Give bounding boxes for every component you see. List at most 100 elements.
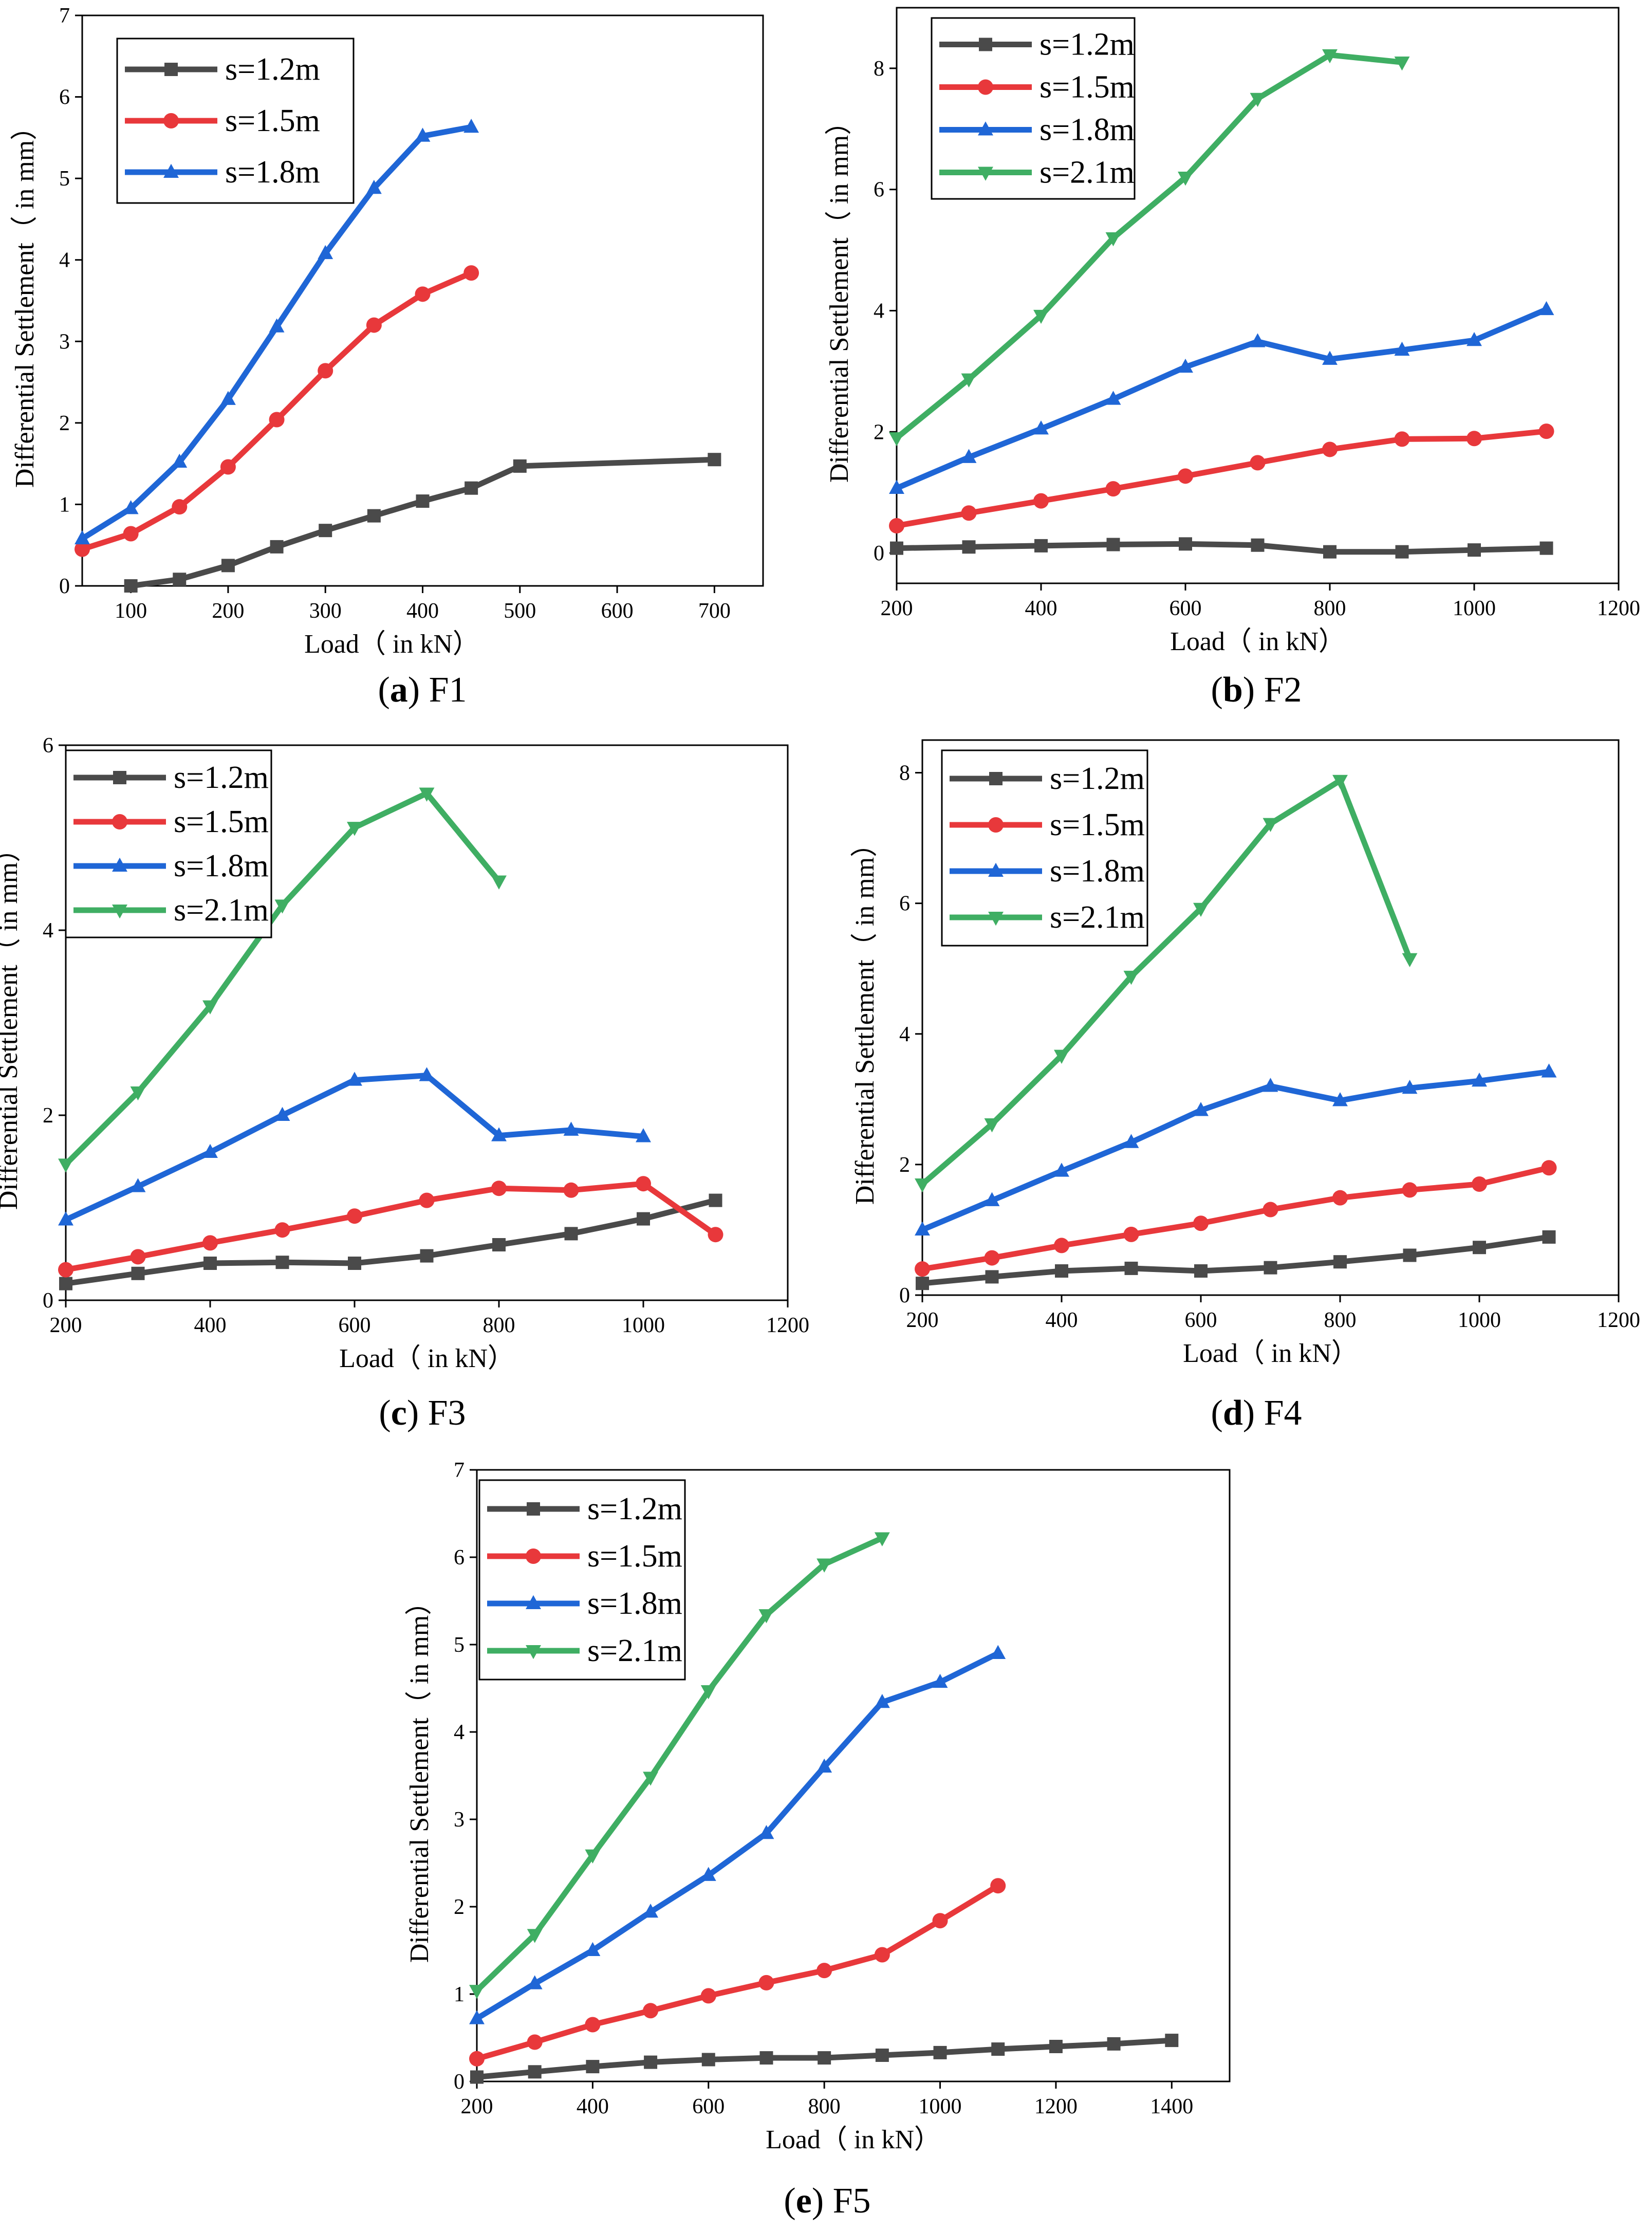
- legend-marker: [978, 121, 993, 136]
- data-point: [1123, 1134, 1139, 1148]
- legend-label: s=1.5m: [1050, 807, 1145, 842]
- data-point: [636, 1128, 651, 1142]
- data-point: [130, 1249, 146, 1265]
- data-point: [1033, 420, 1049, 435]
- series-line: [474, 1650, 1001, 2022]
- data-point: [563, 1182, 579, 1198]
- caption-letter: c: [391, 1393, 407, 1433]
- data-point: [347, 822, 362, 836]
- y-tick-label: 6: [59, 86, 70, 109]
- data-point: [1473, 1241, 1486, 1255]
- x-tick-label: 800: [1314, 597, 1346, 620]
- y-tick-label: 2: [454, 1895, 465, 1919]
- data-point: [527, 1929, 543, 1943]
- data-point: [1263, 1202, 1278, 1218]
- legend-label: s=1.2m: [1050, 761, 1145, 796]
- series-line: [474, 1535, 885, 1994]
- y-axis-label: Differential Settlement（ in mm）: [10, 114, 40, 488]
- series-s21: [469, 1532, 890, 1999]
- x-tick-label: 800: [483, 1314, 515, 1337]
- series-s12: [890, 537, 1553, 559]
- data-point: [700, 1988, 716, 2004]
- data-point: [75, 541, 90, 557]
- data-point: [636, 1176, 651, 1192]
- data-point: [463, 118, 479, 133]
- legend-label: s=1.8m: [1050, 854, 1145, 889]
- y-tick-label: 5: [59, 167, 70, 191]
- data-point: [1105, 481, 1121, 497]
- series-line: [894, 52, 1405, 441]
- panel-a-chart: 100 200 300 400 500 600 700 0 1 2 3 4 5 6 7 Load（ in kN…: [10, 4, 764, 710]
- panel-b-chart: 200 400 600 800 1000 1200 0 2 4 6 8 Load（ in kN） Dif…: [825, 7, 1640, 710]
- data-point: [709, 1193, 722, 1207]
- legend-box: [941, 749, 1148, 947]
- data-point: [1332, 775, 1348, 789]
- y-axis-label: Differential Settlement（ in mm）: [825, 108, 854, 483]
- y-axis-label: Differential Settlement（ in mm）: [405, 1589, 434, 1963]
- series-s12: [124, 453, 721, 593]
- data-point: [1402, 1079, 1418, 1094]
- data-point: [990, 1645, 1006, 1660]
- data-point: [1539, 541, 1553, 555]
- y-tick-label: 6: [454, 1546, 465, 1570]
- data-point: [875, 2049, 889, 2062]
- x-tick-label: 200: [906, 1308, 939, 1332]
- legend-label: s=1.5m: [1040, 70, 1135, 105]
- data-point: [220, 459, 236, 475]
- data-point: [643, 2003, 659, 2019]
- data-point: [420, 1249, 434, 1263]
- data-point: [58, 1262, 73, 1278]
- legend-label: s=1.8m: [1040, 113, 1135, 147]
- x-axis-label: Load（ in kN）: [1183, 1339, 1358, 1368]
- series-s15: [469, 1878, 1006, 2067]
- data-point: [961, 505, 977, 521]
- data-point: [1250, 93, 1266, 107]
- x-tick-label: 600: [1185, 1308, 1217, 1332]
- data-point: [470, 2070, 484, 2084]
- data-point: [202, 1000, 218, 1015]
- legend-marker: [113, 771, 126, 784]
- data-point: [1165, 2034, 1179, 2048]
- data-point: [463, 265, 479, 281]
- legend-label: s=1.8m: [587, 1586, 682, 1621]
- data-point: [1049, 2040, 1063, 2053]
- legend-marker: [978, 167, 993, 181]
- y-tick-label: 0: [43, 1289, 53, 1313]
- series-s12: [916, 1230, 1556, 1290]
- x-tick-label: 800: [1324, 1308, 1357, 1332]
- y-tick-label: 2: [874, 420, 884, 444]
- data-point: [1402, 953, 1418, 967]
- x-tick-label: 600: [1170, 597, 1202, 620]
- data-point: [1472, 1176, 1487, 1192]
- x-tick-label: 400: [1046, 1308, 1078, 1332]
- data-point: [1538, 301, 1554, 316]
- data-point: [1178, 172, 1193, 186]
- x-tick-label: 1200: [1034, 2095, 1078, 2118]
- data-point: [58, 1211, 73, 1226]
- legend-label: s=1.2m: [174, 760, 269, 795]
- data-point: [419, 1192, 435, 1208]
- data-point: [123, 500, 139, 514]
- data-point: [415, 127, 431, 142]
- legend-marker: [988, 817, 1004, 833]
- legend-marker: [164, 63, 178, 76]
- data-point: [585, 1849, 601, 1864]
- data-point: [202, 1235, 218, 1251]
- data-point: [1263, 818, 1278, 832]
- y-tick-label: 3: [454, 1808, 465, 1832]
- y-tick-label: 6: [43, 734, 53, 758]
- y-tick-label: 8: [899, 762, 910, 785]
- data-point: [1332, 1190, 1348, 1206]
- data-point: [416, 494, 430, 508]
- data-point: [585, 2017, 601, 2033]
- data-point: [492, 1238, 506, 1251]
- data-point: [1054, 1163, 1069, 1177]
- legend-marker: [163, 163, 179, 178]
- series-line: [63, 1181, 718, 1273]
- data-point: [643, 1903, 659, 1918]
- legend-marker: [112, 904, 127, 919]
- data-point: [758, 1824, 774, 1839]
- y-tick-label: 1: [454, 1983, 465, 2006]
- series-s18: [469, 1645, 1006, 2024]
- x-tick-label: 1200: [766, 1314, 809, 1337]
